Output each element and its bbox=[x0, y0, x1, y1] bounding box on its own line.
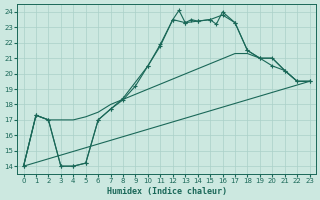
X-axis label: Humidex (Indice chaleur): Humidex (Indice chaleur) bbox=[107, 187, 227, 196]
